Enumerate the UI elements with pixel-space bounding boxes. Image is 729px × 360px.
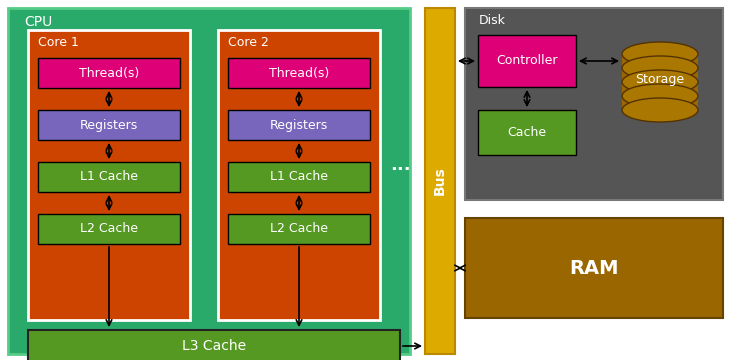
Bar <box>218 30 380 320</box>
Text: Controller: Controller <box>496 54 558 68</box>
Ellipse shape <box>622 98 698 122</box>
Ellipse shape <box>622 84 698 108</box>
Ellipse shape <box>622 70 698 94</box>
Text: Thread(s): Thread(s) <box>269 67 329 80</box>
Bar <box>622 54 698 67</box>
Text: L3 Cache: L3 Cache <box>182 339 246 353</box>
Text: Bus: Bus <box>433 167 447 195</box>
Bar <box>8 8 410 354</box>
Bar <box>622 96 698 109</box>
Text: Core 1: Core 1 <box>38 36 79 49</box>
Text: ...: ... <box>390 156 410 174</box>
Bar <box>28 30 190 320</box>
Ellipse shape <box>622 56 698 80</box>
Text: Core 2: Core 2 <box>228 36 269 49</box>
Bar <box>465 8 723 200</box>
Text: L1 Cache: L1 Cache <box>80 171 138 184</box>
Text: RAM: RAM <box>569 258 619 278</box>
Bar <box>622 68 698 81</box>
Text: Cache: Cache <box>507 126 547 139</box>
Bar <box>425 8 455 354</box>
Bar <box>478 35 576 87</box>
Bar <box>38 58 180 88</box>
Bar <box>228 214 370 244</box>
Text: Thread(s): Thread(s) <box>79 67 139 80</box>
Bar <box>28 330 400 360</box>
Text: L1 Cache: L1 Cache <box>270 171 328 184</box>
Ellipse shape <box>622 42 698 66</box>
Bar <box>228 162 370 192</box>
Text: Disk: Disk <box>479 14 506 27</box>
Bar <box>228 58 370 88</box>
Text: Storage: Storage <box>636 73 685 86</box>
Bar <box>622 82 698 95</box>
Bar <box>38 162 180 192</box>
Text: L2 Cache: L2 Cache <box>80 222 138 235</box>
Bar <box>465 218 723 318</box>
Bar <box>38 214 180 244</box>
Text: Registers: Registers <box>270 118 328 131</box>
Text: L2 Cache: L2 Cache <box>270 222 328 235</box>
Text: Registers: Registers <box>80 118 138 131</box>
Text: CPU: CPU <box>24 15 52 29</box>
Bar <box>228 110 370 140</box>
Bar <box>38 110 180 140</box>
Bar <box>478 110 576 155</box>
